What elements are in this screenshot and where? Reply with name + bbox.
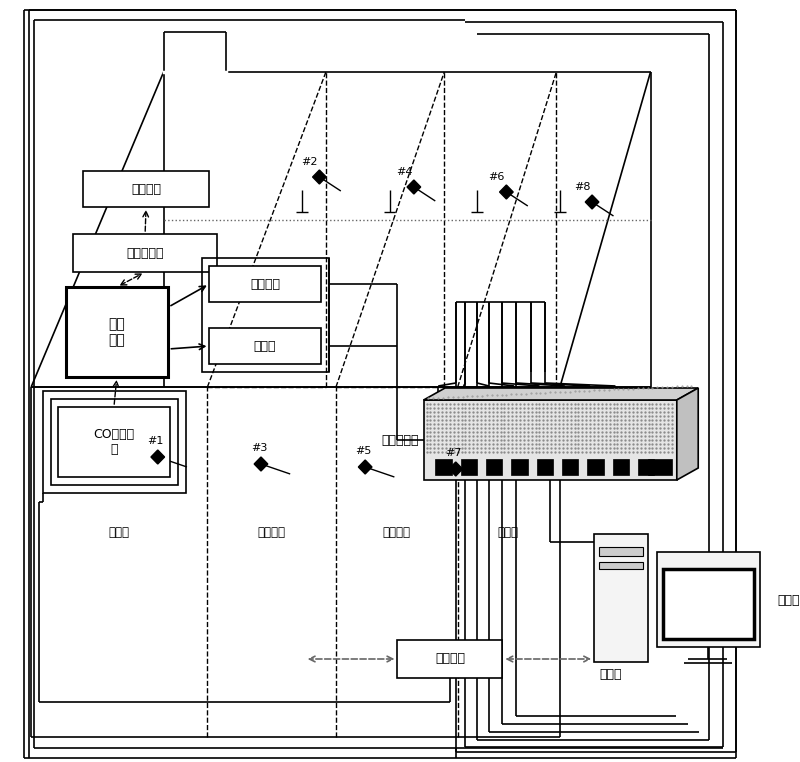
Bar [424,400,677,480]
Bar [435,459,452,475]
Text: #8: #8 [574,182,590,192]
Text: #5: #5 [355,446,371,456]
Text: 预热段: 预热段 [108,526,130,539]
Bar [599,562,642,569]
Text: #6: #6 [489,172,505,182]
Polygon shape [254,457,268,471]
Text: 显示器: 显示器 [777,594,800,607]
Polygon shape [151,450,165,464]
Bar [50,399,178,485]
Bar [599,547,642,556]
Text: #7: #7 [446,448,462,458]
Polygon shape [449,462,462,476]
Bar [511,459,528,475]
Bar [43,391,186,493]
Bar [537,459,553,475]
Bar [58,407,170,477]
Bar [647,459,672,475]
Bar [638,459,654,475]
Bar [210,266,322,302]
Polygon shape [358,460,372,474]
Bar [73,234,217,272]
Text: #1: #1 [148,436,164,446]
Text: 控制
系统: 控制 系统 [109,317,126,347]
Text: 控制输出: 控制输出 [131,183,161,196]
Bar [613,459,629,475]
Text: 视频分割器: 视频分割器 [382,434,418,447]
Bar [587,459,604,475]
Bar [82,171,210,207]
Bar [658,552,759,647]
Polygon shape [407,180,421,194]
Text: 一加热段: 一加热段 [258,526,286,539]
Polygon shape [677,388,698,480]
Polygon shape [313,170,326,184]
Polygon shape [424,388,698,400]
Bar [202,258,329,372]
Text: 计算机: 计算机 [599,668,622,680]
Text: 二加热段: 二加热段 [382,526,410,539]
Text: #4: #4 [396,167,412,177]
Text: 信号转换: 信号转换 [435,652,465,665]
Bar [461,459,477,475]
Bar [594,534,647,662]
Text: #2: #2 [302,157,318,167]
Text: 参数采集: 参数采集 [250,277,280,290]
Text: CO体积浓
度: CO体积浓 度 [94,428,134,456]
Text: 均热段: 均热段 [498,526,519,539]
Bar [663,569,754,639]
Text: 送风量指令: 送风量指令 [126,246,164,260]
Bar [486,459,502,475]
Text: 辐射能: 辐射能 [254,340,276,353]
Polygon shape [586,195,599,209]
Bar [66,287,169,377]
Text: #3: #3 [251,443,267,453]
Bar [210,328,322,364]
Bar [562,459,578,475]
Bar [398,640,502,678]
Polygon shape [499,185,513,199]
